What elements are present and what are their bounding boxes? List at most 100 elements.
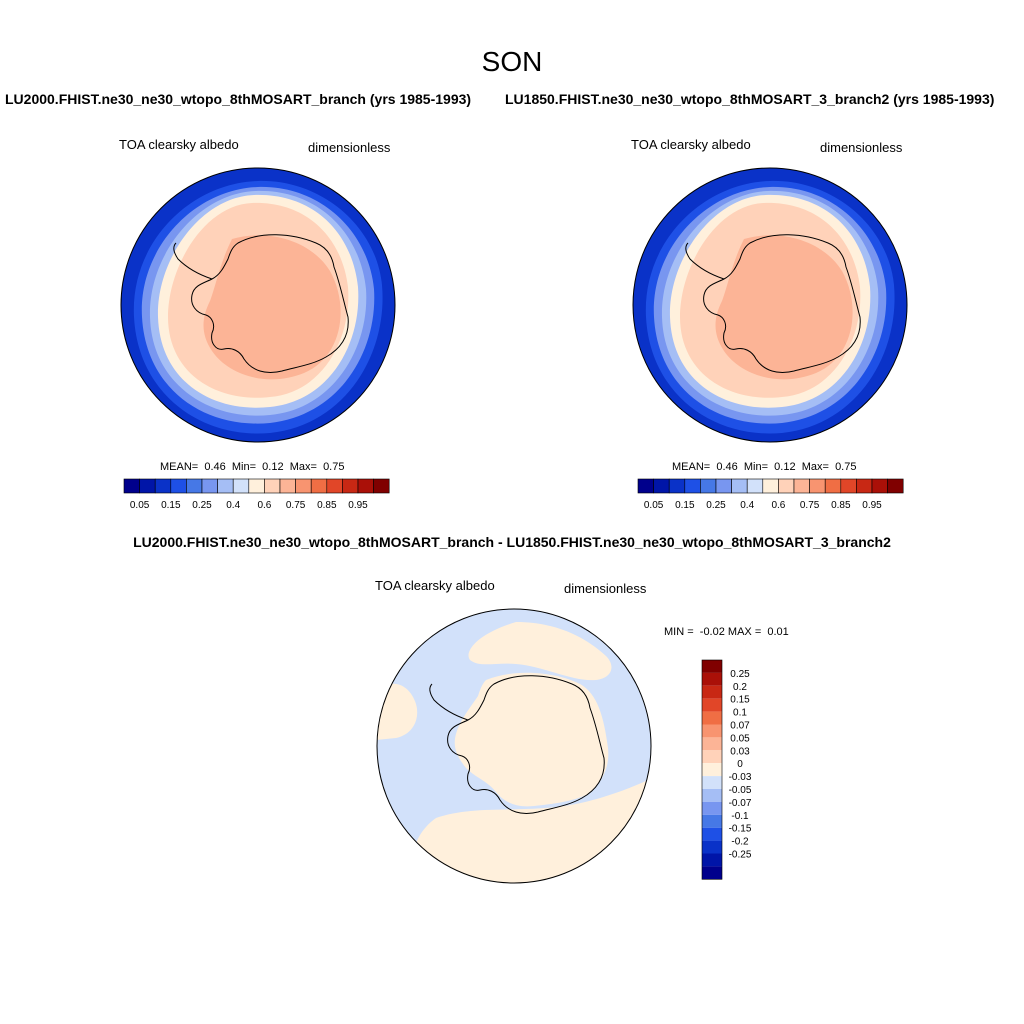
colorbar-tick-label: 0.6 bbox=[257, 500, 271, 511]
colorbar-swatch bbox=[824, 478, 842, 494]
right-panel-variable-label: TOA clearsky albedo bbox=[631, 137, 751, 152]
map-boundary bbox=[632, 167, 908, 443]
colorbar-swatch bbox=[702, 827, 722, 841]
colorbar-tick-label: -0.03 bbox=[729, 772, 752, 783]
difference-patch-positive-south bbox=[412, 778, 651, 883]
colorbar-tick-label: 0.75 bbox=[800, 500, 820, 511]
antarctica-coastline bbox=[447, 675, 605, 814]
colorbar-swatch bbox=[373, 478, 390, 494]
antarctica-coastline bbox=[703, 234, 861, 373]
colorbar-swatch bbox=[702, 698, 722, 712]
difference-colorbar: 0.25 0.2 0.15 0.1 0.070.05 0.03 0 -0.03 -0.05 -0.… bbox=[701, 659, 752, 880]
colorbar-swatch bbox=[310, 478, 328, 494]
colorbar-tick-label: 0.25 bbox=[730, 669, 750, 680]
right-colorbar: 0.05 0.15 0.25 0.4 0.6 0.75 0.85 0.95 bbox=[637, 478, 904, 511]
colorbar-swatch bbox=[700, 478, 717, 494]
colorbar-swatch bbox=[762, 478, 779, 494]
colorbar-tick-label: 0.05 bbox=[130, 500, 150, 511]
difference-polar-map bbox=[376, 608, 652, 884]
antarctica-coastline bbox=[191, 234, 349, 373]
colorbar-swatch bbox=[731, 478, 748, 494]
colorbar-swatch bbox=[684, 478, 701, 494]
colorbar-swatch bbox=[201, 478, 218, 494]
difference-patch-positive-north bbox=[468, 622, 612, 681]
right-panel-stats: MEAN= 0.46 Min= 0.12 Max= 0.75 bbox=[672, 461, 857, 473]
colorbar-tick-label: 0.4 bbox=[226, 500, 240, 511]
colorbar-swatch bbox=[702, 801, 722, 815]
difference-variable-label: TOA clearsky albedo bbox=[375, 578, 495, 593]
colorbar-swatch bbox=[702, 789, 722, 802]
colorbar-swatch bbox=[702, 660, 722, 673]
colorbar-tick-label: -0.25 bbox=[729, 850, 752, 861]
colorbar-swatch bbox=[154, 478, 172, 494]
colorbar-swatch bbox=[887, 478, 904, 494]
colorbar-swatch bbox=[746, 478, 764, 494]
colorbar-swatch bbox=[856, 478, 873, 494]
colorbar-tick-label: 0.85 bbox=[831, 500, 851, 511]
left-panel-stats: MEAN= 0.46 Min= 0.12 Max= 0.75 bbox=[160, 461, 345, 473]
colorbar-swatch bbox=[653, 478, 670, 494]
colorbar-swatch bbox=[702, 763, 722, 777]
colorbar-swatch bbox=[342, 478, 359, 494]
colorbar-swatch bbox=[778, 478, 795, 494]
colorbar-tick-label: 0.6 bbox=[771, 500, 785, 511]
colorbar-swatch bbox=[702, 840, 722, 854]
antarctic-peninsula-coastline bbox=[429, 683, 469, 721]
left-polar-map bbox=[120, 167, 396, 443]
colorbar-swatch bbox=[702, 724, 722, 738]
colorbar-tick-label: 0.85 bbox=[317, 500, 337, 511]
colorbar-tick-label: -0.05 bbox=[729, 785, 752, 796]
colorbar-tick-label: -0.1 bbox=[731, 811, 749, 822]
colorbar-tick-label: 0.15 bbox=[730, 695, 750, 706]
difference-title: LU2000.FHIST.ne30_ne30_wtopo_8thMOSART_b… bbox=[133, 534, 891, 550]
map-boundary bbox=[120, 167, 396, 443]
colorbar-tick-label: 0.05 bbox=[730, 733, 750, 744]
colorbar-swatch bbox=[139, 478, 156, 494]
left-panel-variable-label: TOA clearsky albedo bbox=[119, 137, 239, 152]
colorbar-tick-label: 0.03 bbox=[730, 746, 750, 757]
colorbar-swatch bbox=[702, 814, 722, 828]
colorbar-swatch bbox=[186, 478, 203, 494]
colorbar-tick-label: 0.2 bbox=[733, 682, 747, 693]
colorbar-swatch bbox=[326, 478, 343, 494]
left-colorbar: 0.05 0.15 0.25 0.4 0.6 0.75 0.85 0.95 bbox=[123, 478, 390, 511]
colorbar-swatch bbox=[702, 711, 722, 725]
colorbar-tick-label: 0.95 bbox=[348, 500, 368, 511]
figure-title: SON bbox=[481, 46, 543, 77]
colorbar-swatch bbox=[702, 866, 722, 880]
colorbar-swatch bbox=[123, 478, 140, 494]
colorbar-frame bbox=[701, 659, 723, 880]
colorbar-swatch bbox=[248, 478, 265, 494]
albedo-band-salmon bbox=[203, 235, 341, 380]
colorbar-swatch bbox=[217, 478, 234, 494]
colorbar-tick-label: -0.07 bbox=[729, 798, 752, 809]
colorbar-swatch bbox=[809, 478, 826, 494]
difference-units-label: dimensionless bbox=[564, 581, 647, 596]
colorbar-swatch bbox=[840, 478, 857, 494]
antarctic-peninsula-coastline bbox=[685, 242, 725, 280]
colorbar-swatch bbox=[871, 478, 888, 494]
colorbar-swatch bbox=[232, 478, 250, 494]
colorbar-swatch bbox=[357, 478, 374, 494]
difference-patch-positive-antarctica bbox=[454, 672, 609, 807]
colorbar-tick-label: -0.15 bbox=[729, 824, 752, 835]
colorbar-swatch bbox=[637, 478, 654, 494]
colorbar-tick-label: 0.15 bbox=[161, 500, 181, 511]
left-panel-units-label: dimensionless bbox=[308, 140, 391, 155]
colorbar-tick-label: 0.75 bbox=[286, 500, 306, 511]
colorbar-tick-label: 0 bbox=[737, 759, 743, 770]
colorbar-tick-label: 0.15 bbox=[675, 500, 695, 511]
right-panel-case-title: LU1850.FHIST.ne30_ne30_wtopo_8thMOSART_3… bbox=[505, 91, 995, 107]
colorbar-swatch bbox=[264, 478, 281, 494]
colorbar-swatch bbox=[668, 478, 686, 494]
colorbar-tick-label: 0.25 bbox=[706, 500, 726, 511]
colorbar-swatch bbox=[793, 478, 810, 494]
colorbar-swatch bbox=[702, 685, 722, 699]
colorbar-tick-label: 0.07 bbox=[730, 721, 750, 732]
right-panel-units-label: dimensionless bbox=[820, 140, 903, 155]
colorbar-swatch bbox=[702, 750, 722, 764]
colorbar-tick-label: 0.95 bbox=[862, 500, 882, 511]
colorbar-tick-label: 0.25 bbox=[192, 500, 212, 511]
colorbar-tick-label: -0.2 bbox=[731, 837, 749, 848]
albedo-band-salmon bbox=[715, 235, 853, 380]
